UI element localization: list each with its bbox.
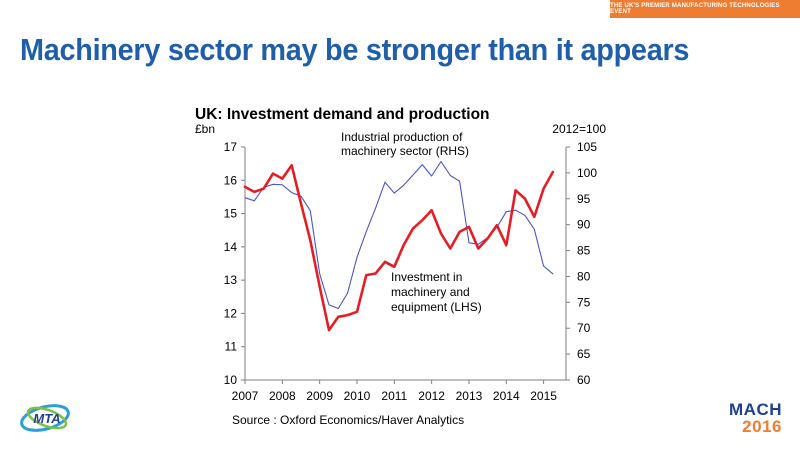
right-y-tick-label: 105 [577,140,597,154]
right-y-tick-label: 60 [577,373,591,387]
source-note: Source : Oxford Economics/Haver Analytic… [232,413,464,427]
x-tick-label: 2008 [269,389,296,403]
x-tick-label: 2010 [344,389,371,403]
top-banner: THE UK'S PREMIER MANUFACTURING TECHNOLOG… [610,0,800,18]
left-y-tick-label: 15 [224,207,238,221]
mach-2016-logo: MACH 2016 [710,400,782,440]
right-y-tick-label: 90 [577,218,591,232]
slide-title: Machinery sector may be stronger than it… [20,32,690,67]
left-y-tick-label: 16 [224,173,238,187]
right-y-tick-label: 75 [577,295,591,309]
mta-logo-icon: MTA [20,404,70,432]
mach-logo-year: 2016 [742,417,782,436]
mta-logo-text: MTA [33,411,60,426]
x-tick-label: 2013 [456,389,483,403]
x-tick-label: 2015 [530,389,557,403]
investment-annotation-line-1: Investment in [391,270,462,284]
right-y-tick-label: 85 [577,244,591,258]
x-tick-label: 2014 [493,389,520,403]
left-y-tick-label: 12 [224,306,238,320]
investment-annotation-line-3: equipment (LHS) [391,300,482,314]
production-annotation-line-2: machinery sector (RHS) [341,144,469,158]
axes-group: 10 11 12 13 14 15 16 17 60 65 70 75 80 85 90 95 100 105 20… [224,140,598,403]
left-y-tick-label: 17 [224,140,238,154]
investment-series-line [243,164,555,332]
production-series-line [244,160,554,310]
series-group [243,160,555,332]
x-tick-label: 2012 [418,389,445,403]
left-y-tick-label: 14 [224,240,238,254]
left-axis-unit: £bn [195,122,215,136]
left-y-tick-label: 13 [224,273,238,287]
right-y-tick-label: 65 [577,347,591,361]
mta-logo: MTA [18,398,78,438]
banner-text: THE UK'S PREMIER MANUFACTURING TECHNOLOG… [610,3,780,15]
right-y-tick-label: 70 [577,321,591,335]
x-tick-label: 2007 [232,389,259,403]
production-annotation-line-1: Industrial production of [341,130,463,144]
investment-annotation-line-2: machinery and [391,285,470,299]
right-axis-unit: 2012=100 [552,122,606,136]
right-y-tick-label: 80 [577,269,591,283]
right-y-tick-label: 100 [577,166,597,180]
left-y-tick-label: 11 [225,340,238,354]
x-tick-label: 2009 [306,389,333,403]
right-y-tick-label: 95 [577,192,591,206]
mach-logo-word: MACH [729,400,782,419]
x-tick-label: 2011 [381,389,407,403]
chart-title: UK: Investment demand and production [195,106,490,123]
left-y-tick-label: 10 [224,373,238,387]
